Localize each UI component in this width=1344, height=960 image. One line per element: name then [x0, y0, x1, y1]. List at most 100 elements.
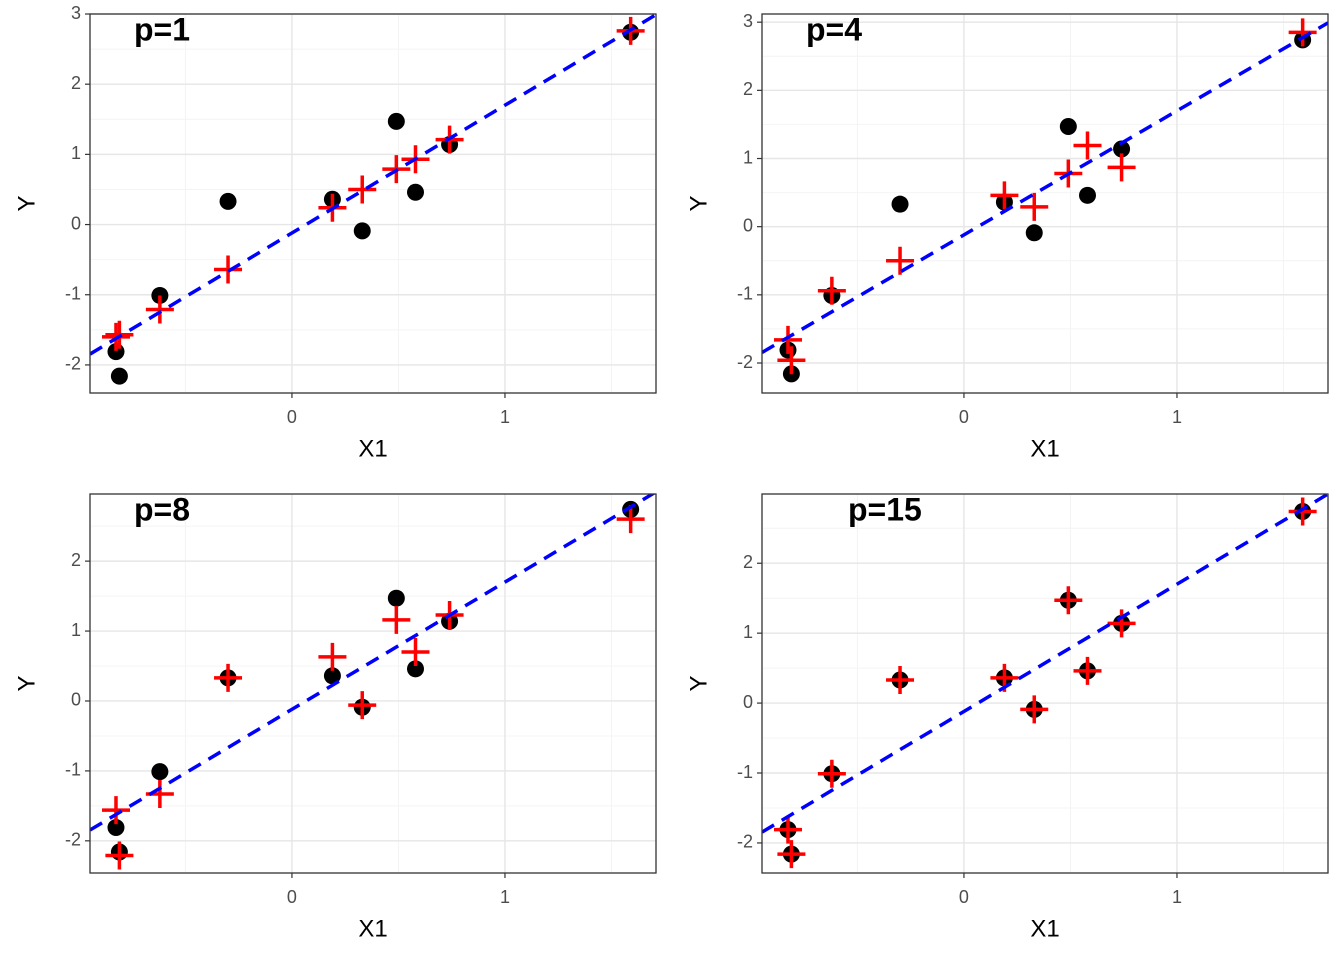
observed-point	[151, 763, 169, 781]
fitted-point	[348, 691, 377, 720]
observed-point	[387, 589, 405, 607]
panel: 0 1 -2 -1 0 1 2 3 p=4 X1 Y	[685, 11, 1329, 462]
y-tick-label: -2	[737, 832, 753, 852]
x-axis-title: X1	[1030, 435, 1059, 462]
y-tick-label: -1	[737, 284, 753, 304]
observed-point	[406, 183, 424, 201]
observed-point	[406, 660, 424, 678]
fitted-point	[145, 295, 174, 324]
fitted-point	[101, 796, 130, 825]
x-tick-label: 0	[959, 407, 969, 427]
y-tick-label: 3	[71, 3, 81, 23]
observed-point	[323, 667, 341, 685]
fitted-point	[105, 841, 134, 870]
plot-area	[90, 14, 656, 385]
observed-point	[1025, 224, 1043, 242]
annotation: p=4	[806, 11, 862, 47]
x-axis-title: X1	[358, 915, 387, 942]
y-tick-label: -1	[737, 762, 753, 782]
panel: 0 1 -2 -1 0 1 2 p=8 X1 Y	[13, 491, 657, 942]
plot-area	[90, 494, 656, 870]
fitted-point	[1073, 656, 1102, 685]
y-tick-label: 1	[743, 622, 753, 642]
panel-border	[89, 493, 657, 874]
y-tick-label: 3	[743, 11, 753, 31]
x-tick-label: 0	[959, 887, 969, 907]
fitted-point	[616, 505, 645, 534]
observed-point	[151, 286, 169, 304]
y-axis-title: Y	[685, 195, 712, 211]
fitted-point	[817, 759, 846, 788]
plot-area	[762, 494, 1328, 869]
observed-point	[110, 367, 128, 385]
fitted-point	[1020, 192, 1049, 221]
y-tick-label: 1	[743, 147, 753, 167]
observed-point	[219, 192, 237, 210]
x-tick-label: 1	[500, 887, 510, 907]
fitted-point	[318, 642, 347, 671]
y-tick-label: 2	[71, 73, 81, 93]
observed-point	[1059, 117, 1077, 135]
panel: 0 1 -2 -1 0 1 2 p=15 X1 Y	[685, 491, 1329, 942]
annotation: p=15	[848, 491, 922, 527]
x-tick-label: 1	[500, 407, 510, 427]
fitted-point	[401, 638, 430, 667]
y-tick-label: 2	[743, 79, 753, 99]
fitted-point	[777, 346, 806, 375]
x-tick-label: 0	[287, 407, 297, 427]
fitted-point	[348, 175, 377, 204]
y-tick-label: -2	[737, 352, 753, 372]
y-tick-label: -1	[65, 283, 81, 303]
panel: 0 1 -2 -1 0 1 2 3 p=1 X1 Y	[13, 3, 657, 462]
y-tick-label: -1	[65, 760, 81, 780]
true-line	[90, 14, 656, 356]
true-line	[762, 494, 1328, 834]
observed-point	[107, 819, 125, 837]
fitted-point	[1054, 586, 1083, 615]
fitted-point	[817, 276, 846, 305]
fitted-point	[990, 181, 1019, 210]
fitted-point	[1288, 18, 1317, 47]
fitted-point	[214, 663, 243, 692]
observed-point	[1078, 186, 1096, 204]
y-axis-title: Y	[13, 675, 40, 691]
fitted-point	[886, 666, 915, 695]
y-tick-label: 2	[743, 552, 753, 572]
fitted-point	[1073, 131, 1102, 160]
observed-point	[891, 195, 909, 213]
fitted-point	[382, 605, 411, 634]
fitted-point	[1107, 609, 1136, 638]
y-tick-label: 0	[743, 215, 753, 235]
annotation: p=1	[134, 11, 190, 47]
panel-border	[761, 493, 1329, 874]
y-tick-label: 1	[71, 143, 81, 163]
annotation: p=8	[134, 491, 190, 527]
x-axis-title: X1	[358, 435, 387, 462]
x-axis-title: X1	[1030, 915, 1059, 942]
y-tick-label: 1	[71, 620, 81, 640]
x-tick-label: 1	[1172, 407, 1182, 427]
fitted-point	[777, 840, 806, 869]
true-line	[90, 494, 656, 832]
x-tick-label: 0	[287, 887, 297, 907]
y-tick-label: 0	[743, 692, 753, 712]
y-axis-title: Y	[685, 675, 712, 691]
plot-area	[762, 18, 1328, 383]
fitted-point	[773, 815, 802, 844]
x-tick-label: 1	[1172, 887, 1182, 907]
y-tick-label: 0	[71, 690, 81, 710]
observed-point	[1113, 140, 1131, 158]
observed-point	[387, 112, 405, 130]
fitted-point	[1020, 695, 1049, 724]
true-line	[762, 21, 1328, 354]
y-tick-label: -2	[65, 830, 81, 850]
y-tick-label: 2	[71, 550, 81, 570]
panel-border	[89, 13, 657, 394]
y-tick-label: 0	[71, 213, 81, 233]
observed-point	[353, 222, 371, 240]
y-tick-label: -2	[65, 354, 81, 374]
panel-border	[761, 13, 1329, 394]
fitted-point	[1288, 497, 1317, 526]
